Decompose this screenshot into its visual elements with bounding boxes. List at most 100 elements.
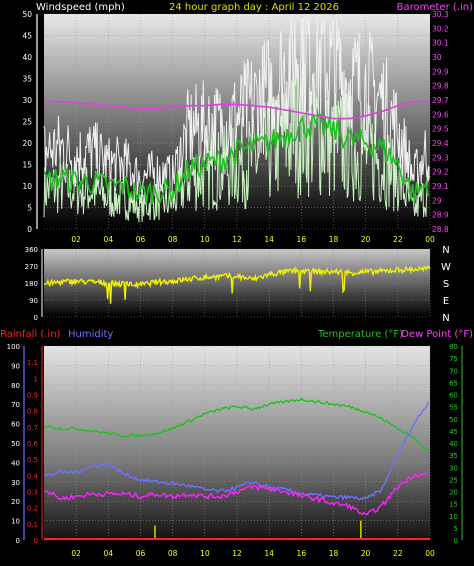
wind-x-tick: 20 [361, 235, 371, 244]
wind-y-tick: 45 [22, 32, 32, 41]
humidity-axis-title: Humidity [68, 329, 113, 340]
climate-x-tick: 12 [232, 549, 242, 558]
direction-y-tick: 90 [29, 297, 38, 305]
climate-x-tick: 10 [200, 549, 210, 558]
direction-plot [43, 264, 431, 304]
humidity-y-tick: 80 [11, 382, 20, 390]
temperature-y-tick: 65 [449, 379, 458, 387]
wind-x-tick: 10 [200, 235, 210, 244]
wind-y-tick: 10 [22, 182, 32, 191]
climate-x-tick: 16 [297, 549, 307, 558]
barometer-y-tick: 28.9 [432, 211, 449, 220]
rainfall-axis-title: Rainfall (.in) [0, 329, 61, 340]
wind-y-tick: 50 [22, 10, 32, 19]
temperature-y-tick: 40 [449, 440, 458, 448]
wind-x-tick: 04 [104, 235, 114, 244]
temperature-y-tick: 0 [454, 537, 458, 545]
direction-y-tick: 0 [34, 314, 38, 322]
climate-x-tick: 04 [104, 549, 114, 558]
rain-y-tick: 0.3 [27, 489, 38, 497]
rain-y-tick: 0.7 [27, 424, 38, 432]
barometer-y-tick: 29.5 [432, 125, 449, 134]
climate-grid [44, 345, 431, 541]
humidity-y-tick: 90 [11, 362, 20, 370]
climate-x-tick: 08 [168, 549, 178, 558]
temperature-axis-title: Temperature (°F) [317, 329, 403, 340]
temperature-y-tick: 70 [449, 367, 458, 375]
barometer-y-tick: 29 [432, 196, 442, 205]
rain-y-tick: 0.2 [27, 505, 38, 513]
climate-x-tick: 14 [264, 549, 274, 558]
climate-x-tick: 18 [329, 549, 339, 558]
barometer-y-tick: 30.1 [432, 39, 449, 48]
wind-y-tick: 0 [27, 225, 32, 234]
barometer-line [44, 100, 430, 120]
wind-y-tick: 15 [22, 161, 32, 170]
direction-y-tick: 360 [25, 246, 38, 254]
humidity-y-tick: 20 [11, 498, 20, 506]
wind-y-tick: 5 [27, 204, 32, 213]
temperature-y-tick: 20 [449, 489, 458, 497]
wind-y-tick: 30 [22, 96, 32, 105]
wind-axis-title: Windspeed (mph) [36, 2, 125, 13]
climate-x-tick: 06 [136, 549, 146, 558]
barometer-y-tick: 30.3 [432, 10, 449, 19]
direction-y-tick: 180 [25, 280, 38, 288]
wind-y-tick: 35 [22, 75, 32, 84]
wind-plot [43, 17, 430, 223]
humidity-line [43, 401, 430, 501]
wind-direction-line [43, 264, 431, 304]
temperature-y-tick: 60 [449, 392, 458, 400]
rain-y-tick: 0 [34, 537, 38, 545]
temperature-y-tick: 10 [449, 513, 458, 521]
climate-x-tick: 00 [425, 549, 435, 558]
wind-x-tick: 14 [264, 235, 274, 244]
temperature-y-tick: 45 [449, 428, 458, 436]
temperature-line [43, 397, 429, 452]
wind-y-tick: 25 [22, 118, 32, 127]
barometer-y-tick: 29.9 [432, 67, 449, 76]
humidity-y-tick: 100 [7, 343, 20, 351]
barometer-y-tick: 29.6 [432, 110, 449, 119]
temperature-y-tick: 15 [449, 501, 458, 509]
rain-y-tick: 0.4 [27, 472, 39, 480]
compass-label: N [442, 313, 449, 324]
climate-plot [43, 397, 430, 540]
humidity-y-tick: 30 [11, 479, 20, 487]
rain-y-tick: 1.1 [27, 359, 38, 367]
humidity-y-tick: 70 [11, 401, 20, 409]
dewpoint-line [43, 472, 429, 516]
temperature-y-tick: 35 [449, 452, 458, 460]
compass-label: E [443, 296, 449, 307]
rain-y-tick: 0.6 [27, 440, 39, 448]
rain-y-tick: 0.8 [27, 408, 38, 416]
barometer-y-tick: 29.7 [432, 96, 449, 105]
barometer-y-tick: 29.2 [432, 168, 449, 177]
wind-x-tick: 06 [136, 235, 146, 244]
dewpoint-axis-title: Dew Point (°F) [401, 329, 473, 340]
graph-title: 24 hour graph day : April 12 2026 [169, 2, 339, 13]
temperature-y-tick: 55 [449, 404, 458, 412]
wind-ticks: 5045403530252015105030.330.230.13029.929… [22, 10, 448, 244]
climate-x-tick: 20 [361, 549, 371, 558]
wind-average-line [43, 113, 429, 205]
rain-y-tick: 0.5 [27, 456, 38, 464]
wind-x-tick: 08 [168, 235, 178, 244]
temperature-y-tick: 25 [449, 476, 458, 484]
barometer-y-tick: 29.8 [432, 82, 449, 91]
barometer-y-tick: 29.4 [432, 139, 449, 148]
wind-x-tick: 16 [297, 235, 307, 244]
temperature-y-tick: 50 [449, 416, 458, 424]
wind-x-tick: 18 [329, 235, 339, 244]
barometer-y-tick: 30.2 [432, 24, 449, 33]
barometer-y-tick: 30 [432, 53, 442, 62]
wind-x-tick: 00 [425, 235, 435, 244]
wind-x-tick: 22 [393, 235, 403, 244]
rain-y-tick: 1 [34, 375, 38, 383]
climate-x-tick: 22 [393, 549, 403, 558]
temperature-y-tick: 30 [449, 464, 458, 472]
barometer-y-tick: 29.1 [432, 182, 449, 191]
temperature-y-tick: 5 [454, 525, 458, 533]
